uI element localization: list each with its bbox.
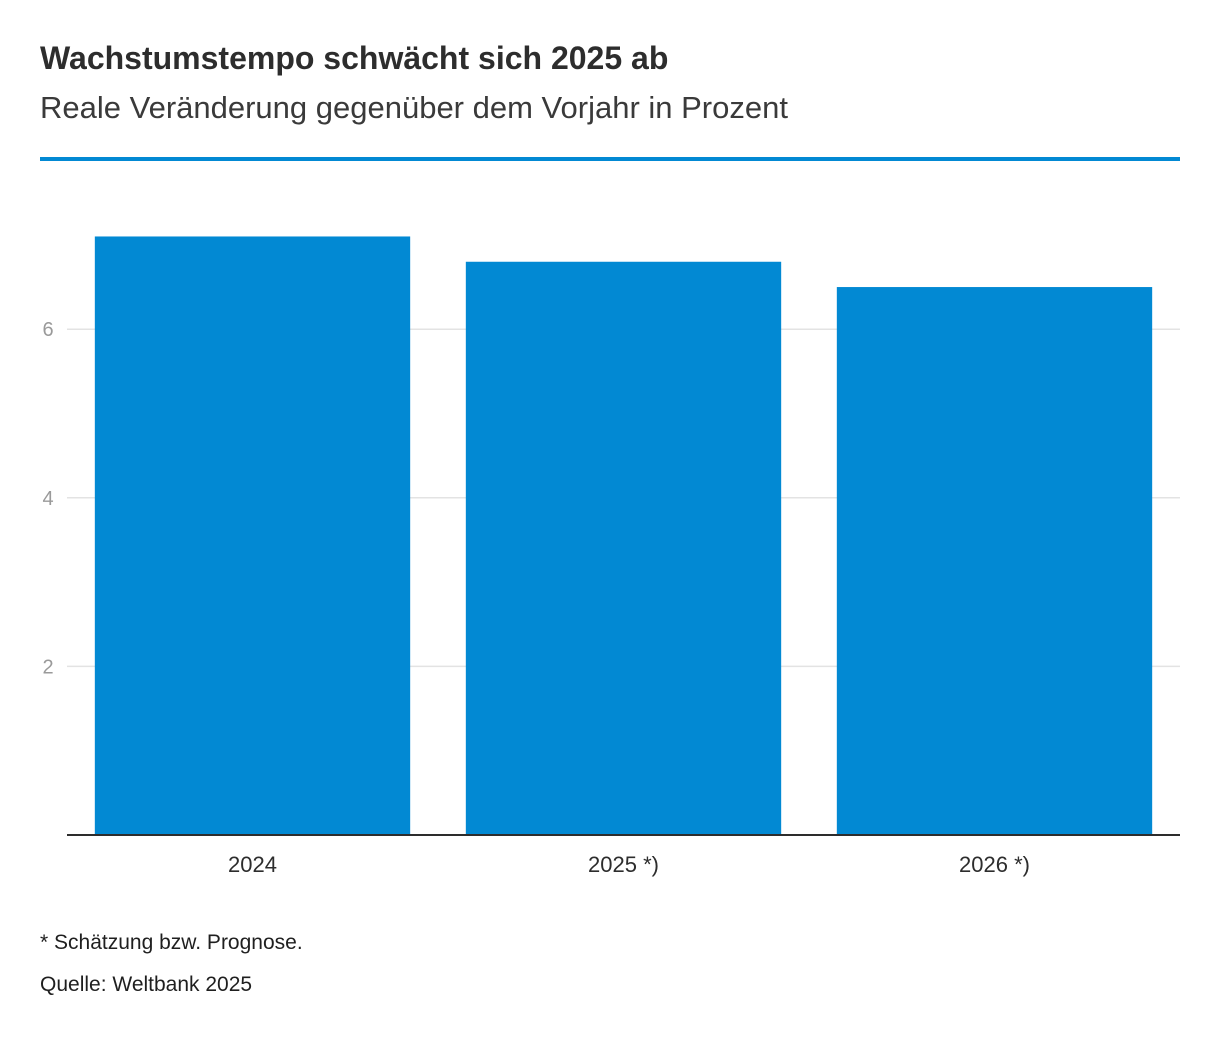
bar — [94, 236, 411, 836]
x-tick-label: 2026 *) — [959, 852, 1030, 877]
y-tick-label: 2 — [42, 656, 53, 678]
x-tick-label: 2025 *) — [588, 852, 659, 877]
bar — [836, 287, 1153, 835]
y-tick-label: 4 — [42, 488, 53, 510]
x-tick-label: 2024 — [228, 852, 277, 877]
chart-source: Quelle: Weltbank 2025 — [40, 973, 253, 996]
y-tick-label: 6 — [42, 319, 53, 341]
chart-footnote: * Schätzung bzw. Prognose. — [40, 931, 303, 954]
chart-title: Wachstumstempo schwächt sich 2025 ab — [40, 40, 669, 76]
header-divider — [40, 157, 1180, 161]
bar — [465, 261, 782, 835]
chart-subtitle: Reale Veränderung gegenüber dem Vorjahr … — [40, 90, 788, 125]
